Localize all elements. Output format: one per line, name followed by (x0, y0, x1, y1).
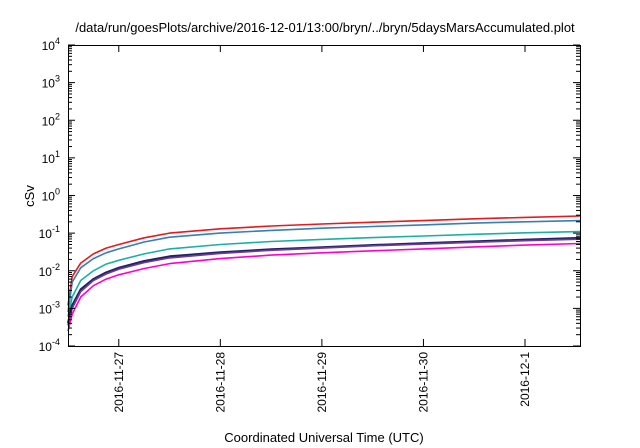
y-tick-label-4: 100 (42, 187, 60, 204)
series-layer (66, 215, 581, 332)
y-tick-label-1: 10-3 (39, 299, 60, 316)
x-tick-label-4: 2016-12-1 (518, 352, 532, 407)
y-axis: 10-4 10-3 10-2 10-1 100 101 102 103 104 (39, 36, 580, 354)
x-tick-label-1: 2016-11-28 (213, 352, 227, 413)
x-axis-label: Coordinated Universal Time (UTC) (224, 430, 423, 445)
y-tick-label-0: 10-4 (39, 337, 60, 354)
x-tick-label-2: 2016-11-29 (315, 352, 329, 413)
y-tick-label-3: 10-1 (39, 224, 60, 241)
series-line-3 (66, 236, 581, 324)
y-tick-label-5: 101 (42, 149, 60, 166)
series-line-4 (67, 238, 581, 326)
chart-title: /data/run/goesPlots/archive/2016-12-01/1… (75, 20, 575, 35)
series-line-2 (67, 230, 581, 317)
series-line-1 (67, 219, 581, 313)
x-tick-label-0: 2016-11-27 (112, 352, 126, 413)
y-tick-label-2: 10-2 (39, 262, 60, 279)
y-axis-label: cSv (22, 185, 37, 207)
series-line-0 (67, 215, 581, 306)
plot-frame (68, 45, 581, 347)
x-axis: 2016-11-27 2016-11-28 2016-11-29 2016-11-30… (112, 45, 532, 413)
series-line-5 (67, 242, 581, 332)
x-tick-label-3: 2016-11-30 (416, 352, 430, 413)
y-tick-label-6: 102 (42, 111, 60, 128)
y-tick-label-8: 104 (42, 36, 60, 53)
y-tick-label-7: 103 (42, 74, 60, 91)
